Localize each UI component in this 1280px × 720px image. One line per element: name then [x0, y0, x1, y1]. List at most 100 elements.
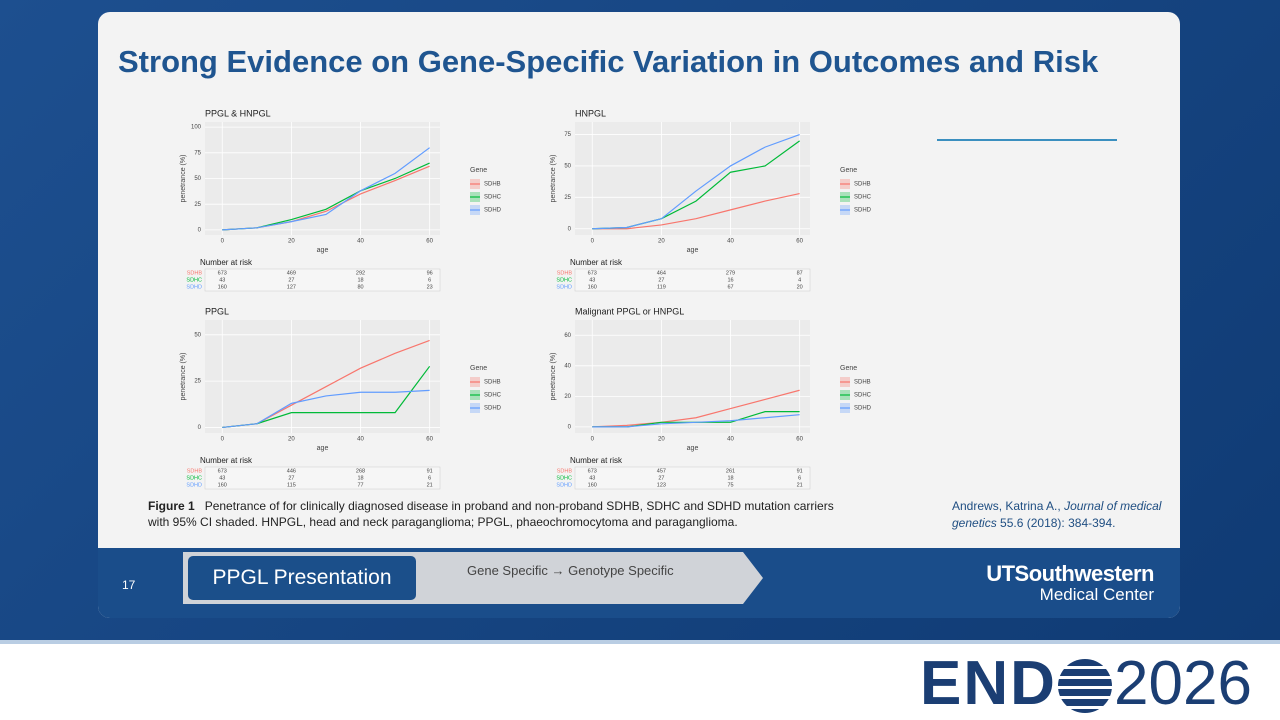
risk-value: 160 [588, 482, 597, 488]
y-tick-label: 20 [564, 394, 571, 400]
legend-label: SDHD [854, 406, 872, 412]
x-tick-label: 20 [658, 239, 665, 245]
y-tick-label: 50 [194, 176, 201, 182]
y-tick-label: 75 [564, 132, 571, 138]
risk-value: 43 [219, 277, 225, 283]
legend-title: Gene [840, 167, 857, 174]
y-axis-label: penetrance (%) [550, 353, 557, 401]
risk-value: 21 [797, 482, 803, 488]
risk-value: 4 [798, 277, 801, 283]
x-tick-label: 60 [796, 239, 803, 245]
risk-value: 27 [658, 277, 664, 283]
risk-table-title: Number at risk [570, 456, 623, 465]
risk-value: 469 [287, 270, 296, 276]
citation-journal: Journal of medical genetics [952, 499, 1162, 530]
risk-value: 673 [588, 270, 597, 276]
risk-value: 27 [658, 475, 664, 481]
risk-value: 160 [218, 482, 227, 488]
legend-label: SDHD [854, 208, 872, 214]
x-axis-label: age [687, 247, 699, 254]
x-tick-label: 0 [591, 239, 595, 245]
citation-authors: Andrews, Katrina A., [952, 499, 1061, 513]
legend-label: SDHC [854, 195, 872, 201]
risk-value: 673 [588, 468, 597, 474]
slide-number: 17 [122, 578, 136, 592]
panel-title: HNPGL [575, 108, 606, 118]
risk-value: 91 [427, 468, 433, 474]
risk-table-frame [204, 466, 441, 490]
risk-value: 43 [219, 475, 225, 481]
x-axis-label: age [317, 247, 329, 254]
caption-text: Penetrance of for clinically diagnosed d… [148, 499, 834, 529]
risk-value: 457 [657, 468, 666, 474]
y-tick-label: 40 [564, 363, 571, 369]
risk-value: 446 [287, 468, 296, 474]
org-logo: UTSouthwestern [986, 561, 1154, 586]
risk-table-title: Number at risk [200, 258, 253, 267]
risk-value: 6 [428, 277, 431, 283]
divider [937, 139, 1117, 141]
y-tick-label: 50 [564, 164, 571, 170]
risk-value: 80 [357, 284, 363, 290]
risk-value: 261 [726, 468, 735, 474]
legend-label: SDHC [484, 195, 502, 201]
risk-value: 77 [357, 482, 363, 488]
legend-label: SDHB [854, 182, 871, 188]
risk-row-label: SDHD [186, 284, 202, 290]
y-tick-label: 50 [194, 332, 201, 338]
risk-value: 23 [427, 284, 433, 290]
arrow-text: Gene Specific → Genotype Specific [467, 563, 674, 578]
y-tick-label: 0 [198, 227, 202, 233]
risk-value: 673 [218, 270, 227, 276]
x-tick-label: 40 [727, 437, 734, 443]
risk-value: 20 [797, 284, 803, 290]
risk-value: 673 [218, 468, 227, 474]
x-tick-label: 20 [288, 239, 295, 245]
x-tick-label: 40 [357, 437, 364, 443]
risk-row-label: SDHD [556, 284, 572, 290]
section-button[interactable]: PPGL Presentation [188, 556, 416, 600]
risk-value: 292 [356, 270, 365, 276]
event-logo-right: 2026 [1114, 649, 1252, 718]
risk-value: 6 [428, 475, 431, 481]
risk-table-frame [574, 268, 811, 292]
legend-label: SDHB [484, 380, 501, 386]
risk-value: 91 [797, 468, 803, 474]
risk-value: 123 [657, 482, 666, 488]
series-line [222, 147, 430, 231]
legend-title: Gene [470, 365, 487, 372]
y-tick-label: 60 [564, 333, 571, 339]
legend-label: SDHB [484, 182, 501, 188]
risk-row-label: SDHC [186, 475, 202, 481]
risk-table-title: Number at risk [570, 258, 623, 267]
legend-label: SDHC [854, 393, 872, 399]
citation: Andrews, Katrina A., Journal of medical … [952, 498, 1182, 532]
risk-row-label: SDHC [556, 475, 572, 481]
risk-table-frame [574, 466, 811, 490]
panel-title: PPGL [205, 306, 229, 316]
risk-value: 18 [357, 475, 363, 481]
risk-value: 27 [288, 277, 294, 283]
org-subtitle: Medical Center [1039, 585, 1154, 604]
x-tick-label: 0 [591, 437, 595, 443]
x-tick-label: 60 [426, 239, 433, 245]
plot-background [575, 320, 810, 433]
series-line [592, 389, 800, 428]
x-tick-label: 20 [658, 437, 665, 443]
risk-value: 127 [287, 284, 296, 290]
risk-row-label: SDHB [187, 270, 203, 276]
y-tick-label: 25 [194, 202, 201, 208]
risk-value: 160 [588, 284, 597, 290]
y-tick-label: 75 [194, 150, 201, 156]
risk-value: 43 [589, 277, 595, 283]
series-line [592, 192, 800, 230]
series-line [592, 133, 800, 230]
y-tick-label: 100 [191, 125, 202, 131]
panel-title: Malignant PPGL or HNPGL [575, 306, 684, 316]
risk-value: 115 [287, 482, 296, 488]
x-axis-label: age [317, 445, 329, 452]
panel-title: PPGL & HNPGL [205, 108, 271, 118]
risk-row-label: SDHD [556, 482, 572, 488]
risk-row-label: SDHD [186, 482, 202, 488]
